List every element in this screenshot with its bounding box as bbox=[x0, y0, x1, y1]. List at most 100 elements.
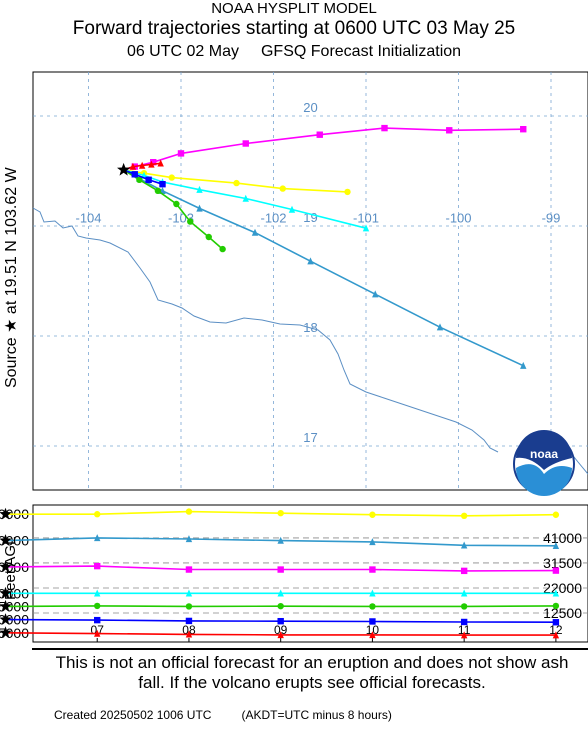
trajectory-point bbox=[520, 361, 527, 369]
height-point bbox=[277, 602, 284, 610]
trajectory-point bbox=[307, 257, 314, 265]
trajectory-point bbox=[316, 131, 323, 138]
height-point bbox=[277, 536, 284, 544]
source-lat: 19.51 N bbox=[3, 240, 20, 296]
coastline bbox=[32, 207, 499, 453]
height-panel: 5000040000300002000015000100005000410003… bbox=[0, 504, 588, 643]
height-point bbox=[552, 631, 560, 639]
init-line: 06 UTC 02 May GFSQ Forecast Initializatio… bbox=[0, 43, 588, 61]
height-point bbox=[460, 603, 468, 610]
height-point bbox=[185, 589, 193, 597]
trajectory-point bbox=[251, 228, 259, 236]
height-point bbox=[369, 566, 376, 573]
star-glyph: ★ bbox=[3, 319, 20, 333]
height-point bbox=[277, 509, 284, 517]
height-trajectories bbox=[0, 507, 560, 639]
trajectory-point bbox=[344, 188, 351, 196]
time-tick-label: 09 bbox=[274, 623, 288, 637]
trajectory-point bbox=[136, 176, 143, 183]
height-point bbox=[94, 589, 101, 597]
time-tick-label: 11 bbox=[458, 623, 471, 637]
height-point bbox=[94, 616, 101, 624]
height-release-label: 22000 bbox=[543, 580, 582, 596]
height-start-star-icon bbox=[0, 599, 12, 612]
height-start-star-icon bbox=[0, 586, 12, 599]
height-point bbox=[460, 541, 468, 549]
trajectory-point bbox=[242, 140, 249, 147]
time-tick-label: 12 bbox=[549, 623, 563, 637]
height-point bbox=[552, 567, 560, 574]
source-word: Source bbox=[3, 333, 20, 388]
height-point bbox=[460, 589, 468, 597]
source-star-icon bbox=[117, 162, 131, 176]
logo-top bbox=[516, 430, 572, 470]
trajectory-point bbox=[372, 290, 379, 298]
trajectory-point bbox=[150, 159, 157, 166]
height-point bbox=[460, 618, 468, 626]
source-label-text: Source ★ at 19.51 N 103.62 W bbox=[3, 166, 20, 388]
at-word: at bbox=[3, 296, 20, 318]
height-point bbox=[369, 603, 376, 610]
trajectory-point bbox=[242, 194, 249, 202]
trajectory-point bbox=[157, 159, 164, 167]
height-release-label: 12500 bbox=[543, 605, 582, 621]
noaa-logo: noaa bbox=[513, 430, 575, 496]
logo-text: noaa bbox=[530, 447, 558, 461]
height-point bbox=[369, 631, 376, 639]
created-line: Created 20250502 1006 UTC (AKDT=UTC minus… bbox=[54, 708, 392, 722]
height-point bbox=[369, 589, 376, 597]
trajectory-point bbox=[187, 218, 194, 225]
height-point bbox=[185, 617, 193, 625]
lat-tick-label: 20 bbox=[303, 100, 317, 115]
trajectory-point bbox=[145, 176, 152, 183]
trajectory-point bbox=[148, 160, 155, 168]
height-point bbox=[94, 629, 101, 637]
model-title: NOAA HYSPLIT MODEL bbox=[211, 0, 377, 17]
height-point bbox=[460, 631, 468, 639]
trajectory-point bbox=[205, 233, 212, 241]
trajectory-point bbox=[173, 200, 180, 208]
height-point bbox=[369, 618, 376, 625]
lon-tick-label: -104 bbox=[75, 211, 101, 226]
height-point bbox=[94, 511, 101, 518]
trajectory-line bbox=[123, 169, 163, 185]
height-point bbox=[460, 567, 468, 575]
lon-tick-label: -101 bbox=[353, 211, 379, 226]
height-start-star-icon bbox=[0, 560, 12, 573]
created-stamp: Created 20250502 1006 UTC bbox=[54, 708, 212, 722]
height-point bbox=[185, 630, 193, 638]
source-lon: 103.62 W bbox=[3, 166, 20, 240]
height-point bbox=[552, 511, 560, 518]
height-point bbox=[552, 619, 560, 626]
height-point bbox=[369, 538, 376, 546]
trajectory-point bbox=[168, 174, 175, 181]
height-start-star-icon bbox=[0, 613, 12, 625]
height-start-star-icon bbox=[0, 626, 12, 638]
trajectory-point bbox=[288, 205, 296, 213]
height-point bbox=[552, 542, 560, 550]
height-start-star-icon bbox=[0, 507, 12, 520]
trajectory-point bbox=[154, 187, 162, 194]
height-point bbox=[277, 589, 284, 597]
trajectory-point bbox=[129, 162, 137, 170]
init-model: GFSQ Forecast Initialization bbox=[260, 43, 462, 60]
height-point bbox=[369, 511, 376, 518]
trajectory-point bbox=[196, 204, 203, 212]
height-point bbox=[185, 566, 193, 573]
height-point bbox=[94, 562, 101, 570]
logo-bottom bbox=[516, 464, 572, 496]
disclaimer-text: This is not an official forecast for an … bbox=[55, 653, 569, 692]
height-point bbox=[277, 566, 284, 573]
height-axis-label: Feet AGL bbox=[2, 537, 19, 600]
height-point bbox=[277, 631, 284, 639]
footer-box bbox=[32, 648, 588, 730]
trajectory-point bbox=[436, 323, 444, 331]
trajectory-point bbox=[233, 179, 240, 187]
trajectory-point bbox=[196, 185, 203, 193]
height-point bbox=[185, 603, 193, 610]
height-point bbox=[185, 535, 193, 543]
height-point bbox=[552, 589, 560, 597]
lon-tick-label: -99 bbox=[542, 211, 561, 226]
trajectory-point bbox=[219, 245, 226, 253]
